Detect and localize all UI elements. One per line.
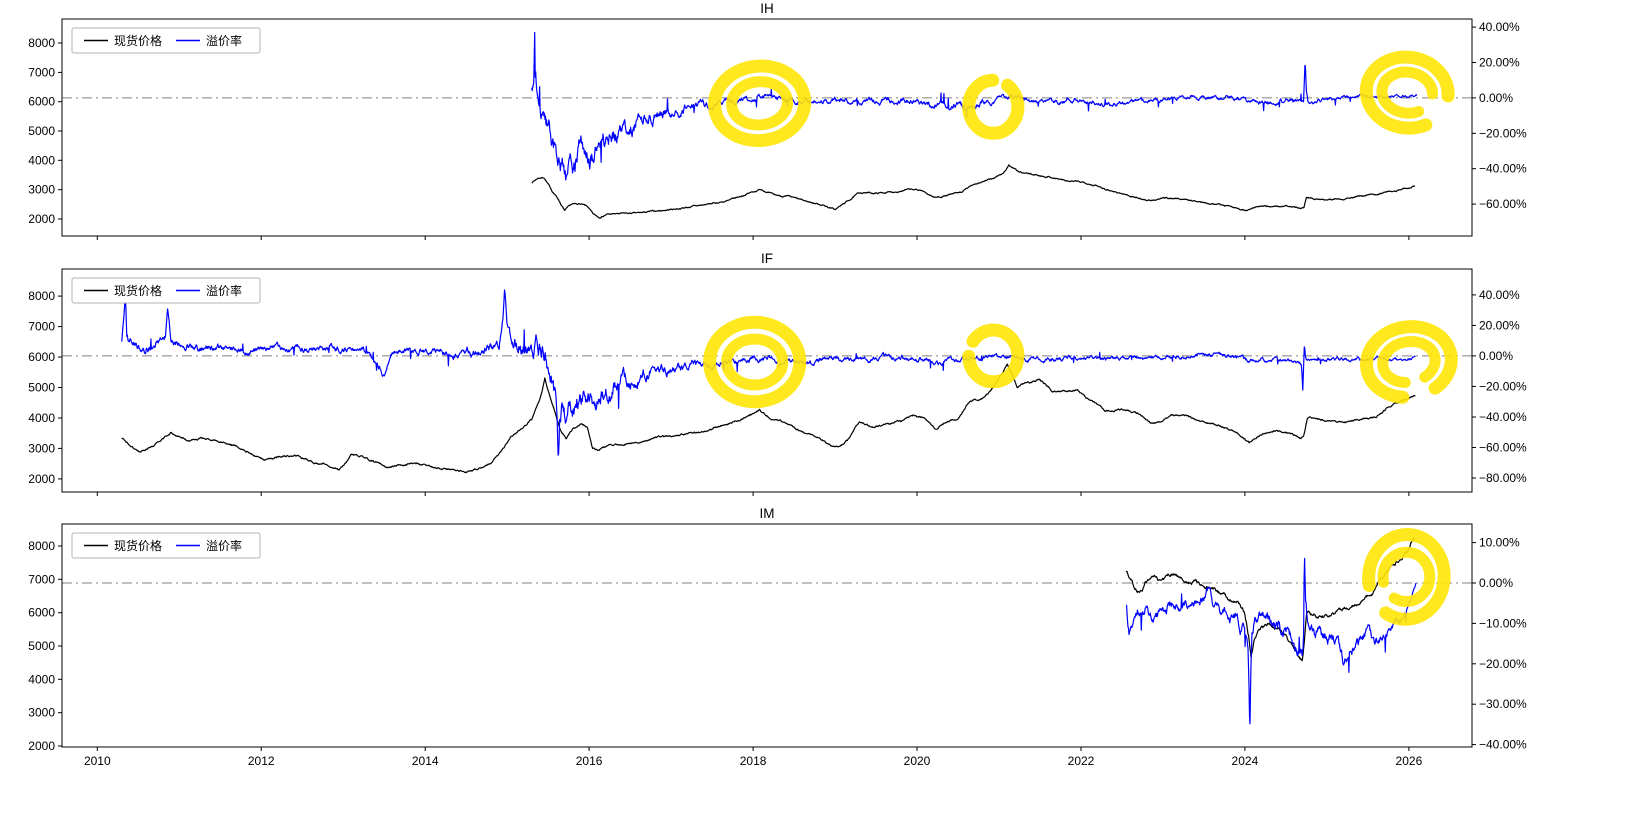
left-tick-label: 8000 (28, 289, 55, 303)
left-tick-label: 5000 (28, 124, 55, 138)
left-tick-label: 3000 (28, 706, 55, 720)
right-tick-label: 40.00% (1479, 20, 1520, 34)
legend-box (71, 532, 261, 559)
right-tick-label: −80.00% (1479, 471, 1527, 485)
plot-border (61, 523, 1473, 748)
left-tick-label: 7000 (28, 65, 55, 79)
right-tick-label: 0.00% (1479, 349, 1513, 363)
left-tick-label: 7000 (28, 572, 55, 586)
highlighter-stroke (962, 323, 1025, 389)
left-tick-label: 6000 (28, 606, 55, 620)
highlighter-stroke (1377, 546, 1436, 607)
x-tick-label: 2020 (904, 754, 931, 768)
x-tick-label: 2018 (740, 754, 767, 768)
legend-label: 溢价率 (206, 538, 242, 553)
IM-spot-price-line (1125, 536, 1415, 662)
left-tick-label: 4000 (28, 411, 55, 425)
right-tick-label: −40.00% (1479, 410, 1527, 424)
left-tick-label: 2000 (28, 739, 55, 753)
highlighter-stroke (1359, 50, 1455, 135)
right-tick-label: −20.00% (1479, 657, 1527, 671)
highlight-ellipse-mark (1359, 50, 1455, 135)
left-tick-label: 8000 (28, 539, 55, 553)
right-tick-label: 40.00% (1479, 288, 1520, 302)
highlighter-stroke (1376, 66, 1439, 119)
plot-border (61, 268, 1473, 493)
IM-premium-rate-line (1126, 557, 1417, 725)
highlight-ellipse-mark (703, 315, 807, 409)
legend-box (71, 27, 261, 54)
legend: 现货价格 溢价率 (71, 27, 261, 54)
chart-IM: 2000 3000 4000 5000 6000 7000 8000 10.00% 0.00% −… (28, 506, 1527, 768)
legend-box (71, 277, 261, 304)
x-tick-label: 2016 (576, 754, 603, 768)
chart-IF: 2000 3000 4000 5000 6000 7000 8000 40.00% 20.00%… (28, 251, 1527, 496)
x-tick-label: 2024 (1232, 754, 1259, 768)
left-tick-label: 2000 (28, 212, 55, 226)
chart-title-IF: IF (761, 251, 773, 266)
right-tick-label: −10.00% (1479, 616, 1527, 630)
x-tick-label: 2014 (412, 754, 439, 768)
legend-label: 现货价格 (114, 33, 162, 48)
right-tick-label: −40.00% (1479, 162, 1527, 176)
legend-label: 现货价格 (114, 283, 162, 298)
right-tick-label: 20.00% (1479, 56, 1520, 70)
plot-border (61, 18, 1473, 237)
highlighter-stroke (708, 59, 812, 148)
left-tick-label: 5000 (28, 381, 55, 395)
highlight-ellipse-mark (708, 59, 812, 148)
highlighter-stroke (1360, 320, 1458, 404)
legend-label: 现货价格 (114, 538, 162, 553)
IH-spot-price-line (531, 164, 1416, 219)
left-tick-label: 4000 (28, 153, 55, 167)
right-tick-label: −40.00% (1479, 738, 1527, 752)
left-tick-label: 6000 (28, 95, 55, 109)
highlighter-stroke (1362, 528, 1451, 626)
left-tick-label: 8000 (28, 36, 55, 50)
left-tick-label: 5000 (28, 639, 55, 653)
highlight-ellipse-mark (1360, 320, 1458, 404)
legend: 现货价格 溢价率 (71, 277, 261, 304)
legend: 现货价格 溢价率 (71, 532, 261, 559)
left-tick-label: 4000 (28, 672, 55, 686)
highlight-ellipse-mark (962, 323, 1025, 389)
chart-title-IH: IH (760, 1, 774, 16)
left-tick-label: 7000 (28, 320, 55, 334)
highlight-ellipse-mark (962, 73, 1025, 140)
highlighter-stroke (1377, 335, 1441, 389)
right-tick-label: −30.00% (1479, 697, 1527, 711)
legend-label: 溢价率 (206, 33, 242, 48)
legend-label: 溢价率 (206, 283, 242, 298)
right-tick-label: −60.00% (1479, 197, 1527, 211)
highlighter-stroke (703, 315, 807, 409)
x-tick-label: 2022 (1068, 754, 1095, 768)
right-tick-label: 20.00% (1479, 318, 1520, 332)
IF-spot-price-line (121, 363, 1416, 474)
right-tick-label: 0.00% (1479, 91, 1513, 105)
left-tick-label: 3000 (28, 441, 55, 455)
right-tick-label: −20.00% (1479, 379, 1527, 393)
left-tick-label: 3000 (28, 183, 55, 197)
right-tick-label: 10.00% (1479, 536, 1520, 550)
highlight-ellipse-mark (1362, 528, 1451, 626)
highlighter-stroke (962, 73, 1025, 140)
chart-IH: 2000 3000 4000 5000 6000 7000 8000 40.00% 20.00%… (28, 1, 1527, 240)
right-tick-label: 0.00% (1479, 576, 1513, 590)
x-tick-label: 2026 (1396, 754, 1423, 768)
x-tick-label: 2012 (248, 754, 275, 768)
right-tick-label: −20.00% (1479, 126, 1527, 140)
highlighter-stroke (726, 76, 794, 131)
chart-title-IM: IM (760, 506, 775, 521)
left-tick-label: 6000 (28, 350, 55, 364)
x-tick-label: 2010 (84, 754, 111, 768)
right-tick-label: −60.00% (1479, 441, 1527, 455)
highlighter-stroke (721, 333, 789, 391)
left-tick-label: 2000 (28, 472, 55, 486)
IF-premium-rate-line (121, 289, 1416, 456)
